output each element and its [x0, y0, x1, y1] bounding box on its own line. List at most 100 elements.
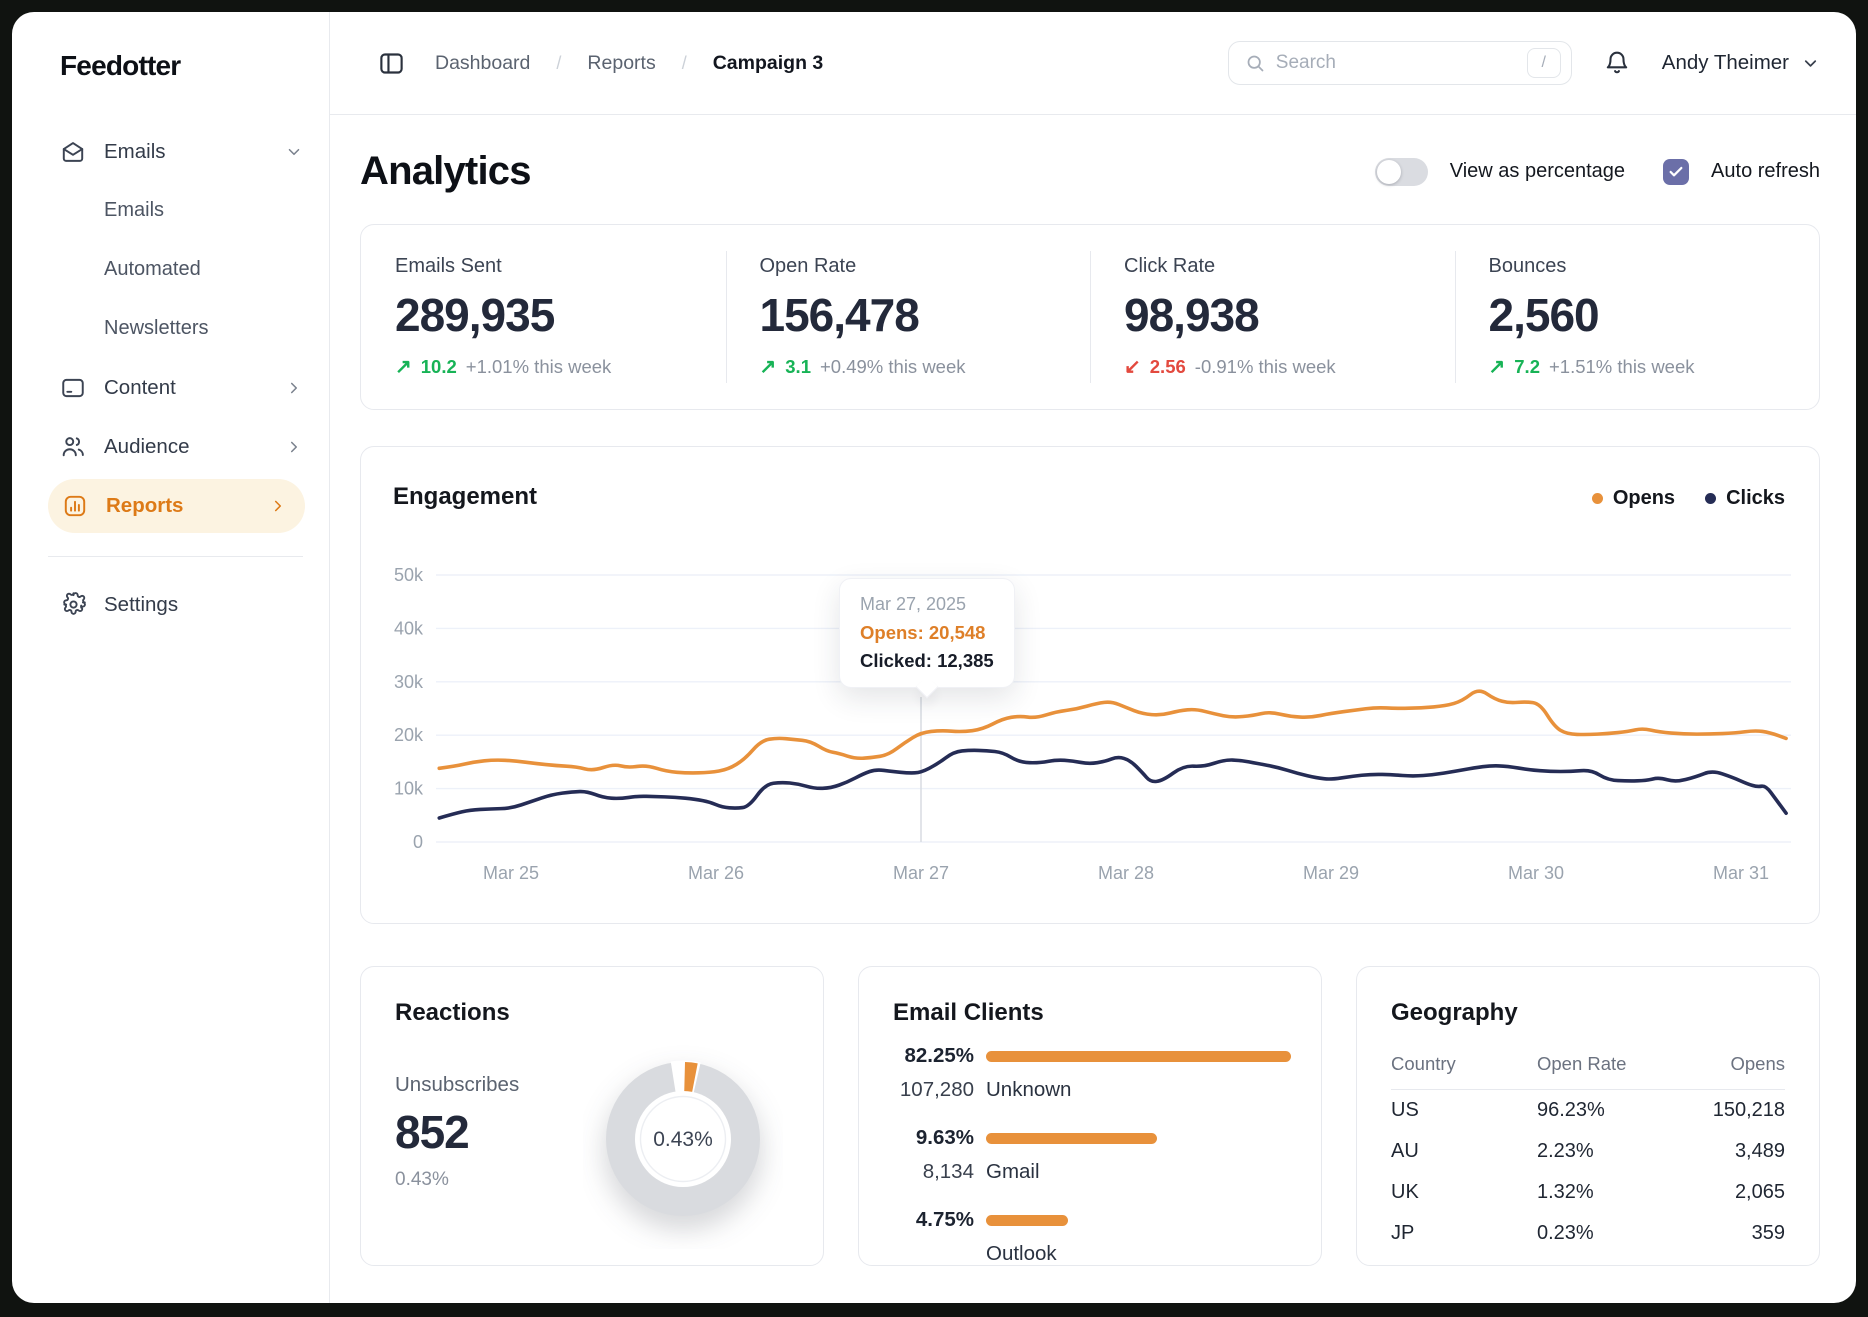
client-count: 8,134 — [922, 1160, 974, 1183]
page-title: Analytics — [360, 149, 531, 193]
sidebar-item-emails[interactable]: Emails — [12, 122, 329, 181]
stat-value: 2,560 — [1488, 289, 1600, 341]
search-shortcut-key: / — [1526, 48, 1561, 78]
search-input[interactable] — [1275, 52, 1527, 74]
email-clients-title: Email Clients — [893, 999, 1044, 1026]
arrow-up-icon: ↗ — [1488, 356, 1506, 378]
chevron-right-icon — [285, 438, 303, 456]
search-box[interactable]: / — [1227, 41, 1572, 85]
stat-delta: ↗ 7.2 +1.51% this week — [1489, 354, 1810, 379]
sidebar-nav: Emails Emails Automated Newsletters Content A… — [12, 122, 329, 536]
stat-label: Bounces — [1488, 255, 1567, 277]
engagement-title: Engagement — [393, 483, 538, 510]
client-name-line: 8,134 Gmail — [859, 1157, 1321, 1187]
topbar-right: / Andy Theimer — [1227, 41, 1820, 85]
stat-delta-note: +1.01% this week — [465, 355, 612, 377]
sidebar-subitem-newsletters[interactable]: Newsletters — [12, 299, 329, 358]
email-clients-list: 82.25% 107,280 Unknown 9.63% 8,134 Gmail 4.75%… — [859, 1041, 1321, 1265]
client-stat-line: 82.25% — [859, 1041, 1321, 1071]
stat-value: 156,478 — [759, 289, 920, 341]
auto-refresh-checkbox[interactable] — [1663, 158, 1690, 185]
geo-opens: 3,489 — [1734, 1140, 1785, 1162]
client-percent: 9.63% — [915, 1126, 974, 1149]
client-name-line: Outlook — [859, 1239, 1321, 1265]
geography-table: Country Open Rate Opens US 96.23% 150,218 AU 2.… — [1391, 1053, 1785, 1254]
legend-item-clicks[interactable]: Clicks — [1705, 487, 1785, 510]
chart-legend: Opens Clicks — [1591, 487, 1785, 510]
svg-text:10k: 10k — [394, 779, 424, 799]
chevron-down-icon — [285, 143, 303, 161]
client-name: Unknown — [986, 1078, 1072, 1101]
arrow-down-icon: ↙ — [1124, 356, 1141, 378]
unsubscribes-value: 852 — [395, 1106, 470, 1158]
stat-delta: ↗ 3.1 +0.49% this week — [760, 354, 1081, 379]
svg-text:0.43%: 0.43% — [653, 1128, 713, 1151]
sidebar-subitem-label: Newsletters — [104, 317, 209, 339]
breadcrumb-item-reports[interactable]: Reports — [587, 51, 656, 74]
geography-row: AU 2.23% 3,489 — [1391, 1131, 1785, 1172]
geo-open-rate: 2.23% — [1537, 1140, 1594, 1162]
gear-icon — [60, 592, 86, 618]
tooltip-opens-value: Opens: 20,548 — [860, 622, 986, 643]
sidebar-item-content[interactable]: Content — [12, 358, 329, 417]
geo-opens: 359 — [1751, 1222, 1785, 1244]
stat-label: Click Rate — [1124, 255, 1216, 277]
geo-open-rate: 0.23% — [1537, 1222, 1594, 1244]
view-as-percentage-toggle[interactable] — [1374, 157, 1428, 186]
geography-row: UK 1.32% 2,065 — [1391, 1172, 1785, 1213]
sidebar-subitem-emails[interactable]: Emails — [12, 181, 329, 240]
stats-summary-card: Emails Sent 289,935 ↗ 10.2 +1.01% this week O… — [360, 224, 1820, 410]
engagement-line-chart[interactable]: 0 10k 20k 30k 40k 50k Mar 25 Mar 26 Mar 27 Mar 28… — [361, 447, 1819, 923]
header-controls: View as percentage Auto refresh — [1374, 157, 1820, 186]
notification-bell-icon[interactable] — [1604, 50, 1630, 76]
breadcrumb: Dashboard / Reports / Campaign 3 — [435, 52, 823, 75]
geo-open-rate: 1.32% — [1537, 1181, 1594, 1203]
user-name: Andy Theimer — [1661, 51, 1789, 74]
sidebar-item-label: Content — [104, 375, 176, 399]
chevron-down-icon — [1801, 54, 1820, 73]
stat-delta: ↗ 10.2 +1.01% this week — [395, 354, 716, 379]
svg-text:30k: 30k — [394, 672, 424, 692]
sidebar-item-reports[interactable]: Reports — [48, 479, 305, 533]
svg-text:Mar 29: Mar 29 — [1303, 863, 1359, 883]
user-menu[interactable]: Andy Theimer — [1662, 51, 1820, 75]
email-client-row: 82.25% 107,280 Unknown — [859, 1041, 1321, 1105]
sidebar-item-settings[interactable]: Settings — [12, 575, 329, 634]
chevron-right-icon — [269, 497, 287, 515]
sidebar-item-label: Reports — [106, 494, 184, 517]
content-icon — [60, 375, 86, 401]
sidebar-item-label: Audience — [104, 434, 190, 458]
svg-text:20k: 20k — [394, 725, 424, 745]
sidebar-subitem-automated[interactable]: Automated — [12, 240, 329, 299]
client-percent: 82.25% — [904, 1044, 974, 1067]
sidebar-item-label: Settings — [104, 592, 179, 616]
geo-country: UK — [1391, 1181, 1419, 1203]
tooltip-date: Mar 27, 2025 — [860, 594, 967, 614]
geo-country: AU — [1391, 1140, 1419, 1162]
sidebar-subitem-label: Automated — [104, 258, 201, 280]
legend-item-opens[interactable]: Opens — [1591, 487, 1675, 510]
topbar: Dashboard / Reports / Campaign 3 / — [330, 12, 1856, 115]
col-header-open-rate: Open Rate — [1537, 1053, 1627, 1074]
stat-delta-value: 2.56 — [1149, 355, 1186, 377]
main-area: Dashboard / Reports / Campaign 3 / — [330, 12, 1856, 1303]
client-percent: 4.75% — [915, 1208, 974, 1231]
sidebar-item-audience[interactable]: Audience — [12, 417, 329, 476]
breadcrumb-separator: / — [556, 52, 562, 73]
svg-text:0: 0 — [413, 832, 423, 852]
breadcrumb-item-campaign-3: Campaign 3 — [712, 51, 824, 74]
client-stat-line: 4.75% — [859, 1205, 1321, 1235]
unsubscribes-label: Unsubscribes — [395, 1073, 520, 1096]
client-usage-bar — [986, 1050, 1291, 1062]
sidebar-toggle-icon[interactable] — [378, 50, 405, 77]
brand-logo: Feedotter — [60, 50, 181, 81]
analytics-page: Analytics View as percentage Auto refres… — [330, 115, 1856, 1303]
svg-text:40k: 40k — [394, 618, 424, 638]
email-client-row: 9.63% 8,134 Gmail — [859, 1123, 1321, 1187]
chevron-right-icon — [285, 379, 303, 397]
stat-label: Emails Sent — [395, 255, 502, 277]
reactions-card: Reactions Unsubscribes 852 0.43% 0.43% — [360, 966, 824, 1266]
client-usage-bar — [986, 1214, 1068, 1226]
breadcrumb-item-dashboard[interactable]: Dashboard — [435, 51, 531, 74]
col-header-opens: Opens — [1730, 1053, 1785, 1074]
